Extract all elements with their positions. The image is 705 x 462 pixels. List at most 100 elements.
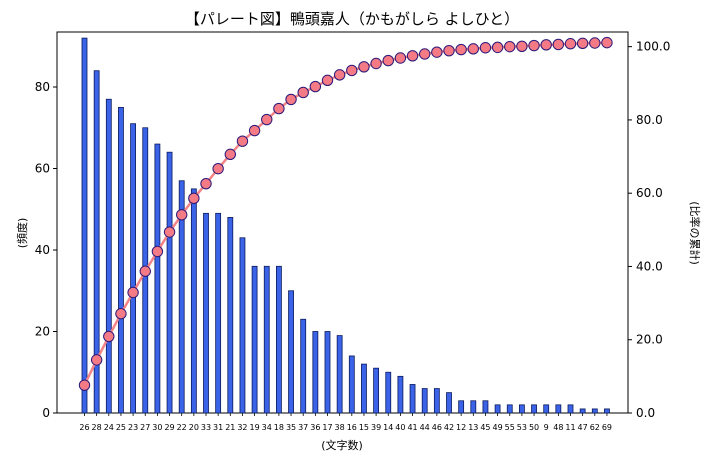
cumulative-point (552, 38, 565, 51)
cumulative-point (601, 36, 613, 49)
x-tick-label: 33 (201, 423, 211, 432)
frequency-bar (385, 371, 392, 414)
cumulative-point (321, 74, 334, 87)
frequency-bar (361, 363, 367, 414)
x-tick-label: 20 (189, 423, 199, 432)
cumulative-point (431, 46, 443, 58)
frequency-bar (482, 400, 489, 414)
frequency-bar (567, 404, 574, 414)
cumulative-point (479, 42, 492, 54)
x-tick-label: 36 (310, 423, 320, 432)
frequency-bar (494, 404, 501, 414)
x-tick-label: 11 (565, 423, 575, 432)
x-tick-label: 31 (213, 423, 223, 432)
left-tick-label: 0 (42, 406, 50, 420)
cumulative-point (406, 50, 419, 62)
x-tick-label: 12 (456, 423, 466, 432)
frequency-bar (130, 123, 137, 414)
cumulative-point (236, 135, 249, 147)
cumulative-point (346, 64, 358, 77)
x-tick-label: 29 (164, 423, 174, 432)
left-tick-label: 20 (35, 325, 50, 339)
frequency-bar (312, 331, 319, 414)
x-tick-label: 38 (335, 423, 345, 432)
x-tick-label: 14 (383, 423, 393, 432)
x-tick-label: 49 (493, 423, 503, 432)
x-tick-label: 48 (553, 423, 563, 432)
right-tick-label: 60.0 (636, 186, 663, 200)
x-tick-label: 50 (529, 423, 539, 432)
x-tick-label: 37 (298, 423, 308, 432)
x-tick-label: 26 (79, 423, 89, 432)
x-tick-label: 22 (177, 423, 187, 432)
cumulative-point (333, 69, 346, 81)
frequency-bar (275, 265, 282, 414)
cumulative-point (224, 148, 237, 161)
cumulative-point (576, 37, 589, 50)
frequency-bar (433, 388, 440, 414)
cumulative-point (127, 286, 139, 299)
x-tick-label: 55 (505, 423, 515, 432)
right-tick-label: 100.0 (636, 40, 670, 54)
x-tick-label: 53 (517, 423, 527, 432)
frequency-bar (348, 355, 355, 414)
frequency-bar (470, 400, 477, 414)
frequency-bar (263, 265, 270, 414)
frequency-bar (227, 217, 234, 414)
x-tick-label: 34 (262, 423, 272, 432)
frequency-bar (519, 404, 525, 414)
x-tick-label: 21 (225, 423, 235, 432)
frequency-bar (239, 237, 246, 414)
x-tick-label: 35 (286, 423, 296, 432)
cumulative-point (443, 44, 455, 57)
x-tick-label: 32 (237, 423, 247, 432)
cumulative-point (248, 124, 261, 137)
x-tick-label: 27 (140, 423, 150, 432)
frequency-bar (288, 290, 294, 414)
frequency-bar (446, 392, 452, 414)
cumulative-point (151, 245, 164, 258)
cumulative-point (200, 177, 212, 190)
x-tick-label: 25 (116, 423, 126, 432)
frequency-bar (373, 367, 380, 414)
cumulative-point (297, 86, 309, 99)
frequency-bar (324, 331, 331, 414)
x-tick-label: 18 (274, 423, 284, 432)
x-tick-label: 9 (544, 423, 549, 432)
frequency-bar (531, 404, 537, 414)
cumulative-point (90, 354, 103, 366)
cumulative-point (394, 52, 407, 64)
frequency-bar (409, 384, 416, 414)
bar-series (81, 37, 610, 414)
cumulative-point (188, 192, 200, 205)
frequency-bar (190, 188, 197, 414)
frequency-bar (300, 318, 307, 414)
x-tick-label: 23 (128, 423, 138, 432)
frequency-bar (397, 375, 404, 414)
cumulative-point (139, 265, 151, 277)
x-axis-label: (文字数) (321, 438, 363, 452)
frequency-bar (81, 37, 88, 414)
frequency-bar (604, 408, 610, 414)
cumulative-point (358, 61, 370, 73)
cumulative-point (516, 40, 528, 52)
left-tick-label: 40 (35, 243, 50, 257)
cumulative-point (589, 37, 601, 49)
frequency-bar (591, 408, 598, 414)
x-tick-label: 24 (104, 423, 114, 432)
x-tick-label: 47 (578, 423, 588, 432)
x-tick-label: 15 (359, 423, 369, 432)
cumulative-point (103, 330, 115, 343)
x-tick-label: 17 (322, 423, 332, 432)
right-tick-label: 40.0 (636, 259, 663, 273)
x-tick-label: 40 (395, 423, 405, 432)
cumulative-point (309, 80, 322, 93)
cumulative-point (78, 379, 91, 391)
cumulative-point (163, 226, 176, 238)
cumulative-point (419, 48, 431, 60)
cumulative-point (540, 39, 552, 51)
right-y-axis: 0.0 20.0 40.0 60.0 80.0 100.0 (628, 40, 670, 420)
frequency-bar (154, 143, 161, 414)
x-tick-label: 13 (468, 423, 478, 432)
x-tick-label: 46 (432, 423, 442, 432)
